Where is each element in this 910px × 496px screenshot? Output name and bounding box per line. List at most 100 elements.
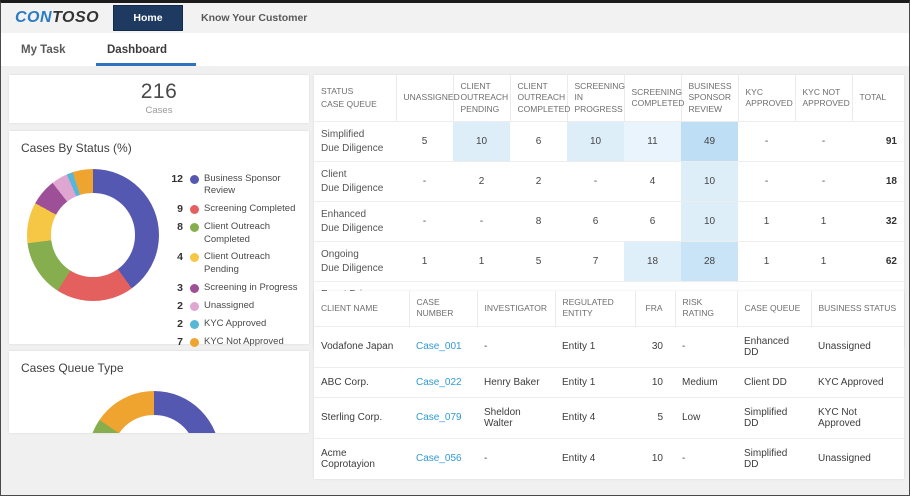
matrix-cell: 1 [453,241,510,282]
column-header: BUSINESS STATUS [818,302,897,313]
legend-label: Screening in Progress [204,281,298,293]
matrix-cell: 18 [624,241,681,282]
matrix-cell: 1 [795,241,852,282]
legend-item: 2 Unassigned [167,300,305,313]
case-cell-status: KYC Not Approved [811,396,904,439]
case-cell-investigator: Henry Baker [477,366,555,398]
table-row: Sterling Corp. Case_079 Sheldon Walter Enti… [314,396,904,439]
case-list-card: CLIENT NAME CASE NUMBER INVESTIGATOR REGULA… [314,291,904,479]
case-number-link[interactable]: Case_001 [409,325,477,368]
matrix-cell: 1 [795,201,852,242]
matrix-cell: 1 [738,201,795,242]
cases-queue-type-card: Cases Queue Type [9,351,309,433]
case-cell-risk: - [675,325,737,368]
matrix-cell: - [738,161,795,202]
legend-label: Unassigned [204,299,255,311]
matrix-cell: - [567,161,624,202]
case-number-link[interactable]: Case_056 [409,437,477,479]
case-cell-queue: Enhanced DD [737,325,811,368]
matrix-cell: 8 [510,201,567,242]
subnav-tab-dashboard[interactable]: Dashboard [107,43,168,56]
table-row: ABC Corp. Case_022 Henry Baker Entity 1 10 Me… [314,366,904,398]
column-header: FRA [635,291,676,327]
case-list-table: CLIENT NAME CASE NUMBER INVESTIGATOR REGULA… [314,291,904,479]
case-cell-entity: Entity 1 [555,366,635,398]
column-header: UNASSIGNED [396,75,460,122]
case-cell-entity: Entity 4 [555,396,635,439]
cases-by-status-donut-chart[interactable] [27,169,159,301]
table-row: Acme Coprotayion Case_056- Entity 4 10- Simp… [314,437,904,479]
subnav-tab-my-task[interactable]: My Task [21,43,66,56]
legend-item: 7 KYC Not Approved [167,336,305,349]
legend-value: 3 [177,281,183,294]
matrix-cell: 10 [567,121,624,162]
nav-tab-know-your-customer[interactable]: Know Your Customer [201,12,308,24]
matrix-cell: 10 [453,121,510,162]
column-header-status-case-queue: STATUS CASE QUEUE [314,75,397,122]
case-cell-client: Vodafone Japan [314,325,409,368]
case-cell-entity: Entity 1 [555,325,635,368]
legend-item: 9 Screening Completed [167,203,305,216]
column-header: CLIENT NAME [314,291,410,327]
case-cell-client: Acme Coprotayion [314,437,409,479]
matrix-cell: - [453,201,510,242]
matrix-cell: 91 [852,121,904,162]
case-cell-queue: Simplified DD [737,396,811,439]
donut-hole [51,193,135,277]
matrix-cell: 32 [852,201,904,242]
legend-label: KYC Not Approved [204,335,284,347]
matrix-cell: - [738,121,795,162]
case-cell-investigator: - [477,437,555,479]
column-header: SCREENING COMPLETED [624,75,684,122]
legend-color-dot [190,253,199,263]
matrix-cell: 6 [624,201,681,242]
legend-value: 12 [171,173,183,185]
legend-item: 12 Business Sponsor Review [167,173,305,198]
case-number-link[interactable]: Case_022 [409,366,477,398]
case-cell-status: Unassigned [811,437,904,479]
legend-value: 2 [177,299,183,312]
legend-label: Business Sponsor Review [204,173,281,197]
case-number-link[interactable]: Case_079 [409,396,477,439]
matrix-cell: 18 [852,161,904,202]
matrix-cell: 10 [681,161,738,202]
column-header: TOTAL [859,92,887,103]
matrix-cell: - [795,161,852,202]
matrix-cell: 5 [510,241,567,282]
column-header: CASE QUEUE [737,291,812,327]
legend-label: Client Outreach Pending [204,251,271,275]
table-row: Simplified Due Diligence 5 10 6 10 11 49- -91 [314,121,904,162]
legend-color-dot [190,319,199,329]
cases-queue-type-donut-chart[interactable] [88,391,220,433]
nav-tab-home[interactable]: Home [113,5,183,31]
legend-value: 9 [177,203,183,216]
cases-by-status-card: Cases By Status (%) 12 Business Sponsor R… [9,131,309,348]
top-navbar: CONTOSO Home Know Your Customer [1,3,909,33]
legend-color-dot [190,283,199,293]
legend-value: 8 [177,221,183,234]
case-cell-status: KYC Approved [811,366,904,398]
matrix-cell: 49 [681,121,738,162]
column-header: KYC APPROVED [738,75,796,122]
column-header: BUSINESS SPONSOR REVIEW [681,75,739,122]
column-header: CLIENT OUTREACH PENDING [453,75,511,122]
case-cell-fra: 10 [635,437,675,479]
case-cell-client: ABC Corp. [314,366,409,398]
case-cell-entity: Entity 4 [555,437,635,479]
table-row: Ongoing Due Diligence 1 1 5 7 18 28 1 1 62 [314,241,904,282]
legend-item: 2 KYC Approved [167,318,305,331]
legend-color-dot [190,337,199,347]
case-cell-queue: Client DD [737,366,811,398]
column-header: CASE NUMBER [409,291,478,327]
column-header: INVESTIGATOR [477,291,556,327]
case-cell-investigator: - [477,325,555,368]
legend-value: 2 [177,317,183,330]
total-cases-card: 216 Cases [9,75,309,123]
matrix-cell: 2 [453,161,510,202]
row-label-case-queue: Enhanced Due Diligence [314,201,396,242]
total-cases-label: Cases [145,105,173,116]
active-tab-underline [96,63,196,66]
legend-label: Screening Completed [204,203,296,215]
cases-by-status-title: Cases By Status (%) [21,141,132,155]
cases-queue-type-title: Cases Queue Type [21,361,124,375]
